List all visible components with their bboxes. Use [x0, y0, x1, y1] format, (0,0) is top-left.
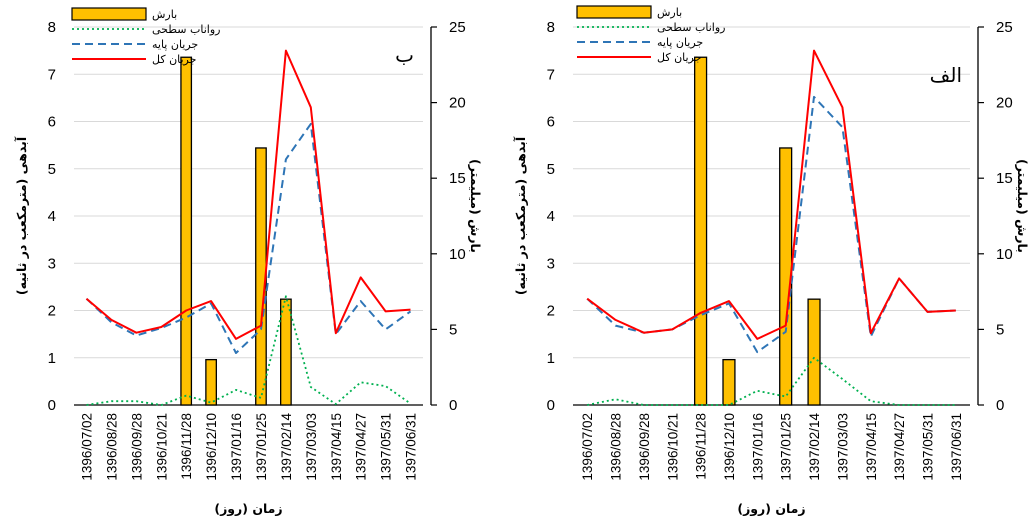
legend: بارش رواناب سطحی جریان پایه جریان کل: [576, 5, 725, 64]
series-line-total-flow: [85, 49, 411, 340]
x-tick-label: 1397/05/31: [379, 413, 394, 481]
x-tick-label: 1397/04/15: [864, 413, 879, 481]
x-tick-label: 1397/01/16: [750, 413, 765, 481]
y-left-tick-label: 4: [547, 208, 555, 225]
y-right-tick-label: 10: [449, 246, 466, 263]
y-left-tick-label: 1: [48, 350, 56, 367]
y-left-tick-label: 1: [547, 350, 555, 367]
x-tick-label: 1397/04/15: [329, 413, 344, 481]
x-tick-label: 1397/06/31: [404, 413, 419, 481]
y-left-tick-label: 5: [48, 161, 56, 178]
y-left-tick-label: 7: [48, 66, 56, 83]
x-tick-label: 1397/04/27: [354, 413, 369, 481]
x-tick-label: 1397/03/03: [304, 413, 319, 481]
x-tick-label: 1396/07/02: [79, 413, 94, 481]
x-tick-label: 1397/05/31: [920, 413, 935, 481]
y-right-tick-label: 0: [449, 397, 457, 414]
legend-entry-label: جریان کل: [657, 51, 701, 64]
legend-entry-label: بارش: [152, 8, 177, 21]
y-right-tick-label: 15: [449, 170, 466, 187]
y-left-tick-label: 2: [48, 303, 56, 320]
x-axis-label: زمان (روز): [214, 501, 282, 516]
x-tick-label: 1396/10/21: [665, 413, 680, 481]
legend-entry-label: جریان پایه: [152, 38, 198, 51]
y-right-tick-label: 20: [449, 95, 466, 112]
y-right-tick-label: 25: [449, 19, 466, 36]
legend-swatch-bar: [71, 7, 147, 21]
y-right-tick-label: 0: [996, 397, 1004, 414]
y-right-axis-label: بارش (میلیمتر): [468, 159, 483, 253]
x-tick-label: 1397/01/16: [229, 413, 244, 481]
x-tick-label: 1397/04/27: [892, 413, 907, 481]
panel-label: ب: [395, 43, 414, 67]
y-right-tick-label: 5: [996, 321, 1004, 338]
x-tick-label: 1396/12/10: [204, 413, 219, 481]
precip-bar: [205, 358, 217, 406]
y-right-tick-label: 15: [996, 170, 1013, 187]
precip-bar: [807, 298, 821, 406]
legend-entry-label: جریان کل: [152, 53, 196, 66]
y-right-tick-label: 5: [449, 321, 457, 338]
legend: بارش رواناب سطحی جریان پایه جریان کل: [71, 7, 220, 66]
legend-entry-label: رواناب سطحی: [152, 23, 220, 36]
series-line-total-flow: [586, 49, 956, 340]
y-right-tick-label: 25: [996, 19, 1013, 36]
y-left-tick-label: 6: [48, 114, 56, 131]
y-left-tick-label: 8: [547, 19, 555, 36]
chart-panel-b: 0 1 2 3 4 5 6 7 8 0 5 10 15 20 25 1396/07/02 1396/08/28 1…: [14, 7, 483, 516]
x-tick-label: 1396/10/21: [154, 413, 169, 481]
precip-bar: [694, 56, 708, 406]
y-left-tick-label: 8: [48, 19, 56, 36]
legend-entry-label: جریان پایه: [657, 36, 703, 49]
series-line-surface-runoff: [86, 295, 412, 406]
y-right-tick-label: 10: [996, 246, 1013, 263]
x-tick-label: 1396/09/28: [129, 413, 144, 481]
x-tick-label: 1397/02/14: [807, 413, 822, 481]
y-left-tick-label: 7: [547, 66, 555, 83]
y-left-axis-label: آبدهی (مترمکعب در ثانیه): [14, 136, 29, 295]
series-line-surface-runoff: [587, 356, 956, 406]
y-left-tick-label: 2: [547, 303, 555, 320]
precip-bar: [722, 358, 736, 406]
y-left-tick-label: 0: [48, 397, 56, 414]
x-tick-label: 1397/02/14: [279, 413, 294, 481]
panel-label: الف: [930, 63, 962, 87]
x-tick-label: 1396/07/02: [580, 413, 595, 481]
x-tick-label: 1396/08/28: [609, 413, 624, 481]
precip-bar: [180, 56, 193, 406]
x-tick-label: 1397/01/25: [254, 413, 269, 481]
y-left-tick-label: 6: [547, 114, 555, 131]
series-line-baseflow: [586, 95, 956, 354]
series-line-baseflow: [85, 122, 412, 354]
legend-entry-label: رواناب سطحی: [657, 21, 725, 34]
x-tick-label: 1396/09/28: [637, 413, 652, 481]
y-left-tick-label: 3: [547, 255, 555, 272]
legend-swatch-bar: [576, 5, 652, 19]
precip-bar: [280, 298, 292, 406]
y-left-tick-label: 0: [547, 397, 555, 414]
x-tick-label: 1396/11/28: [179, 413, 194, 480]
x-tick-label: 1396/08/28: [104, 413, 119, 481]
chart-panel-alef: 0 1 2 3 4 5 6 7 8 0 5 10 15 20 25 1396/07/02 1396/08/28 1…: [513, 5, 1030, 516]
x-tick-label: 1396/12/10: [722, 413, 737, 481]
y-left-axis-label: آبدهی (مترمکعب در ثانیه): [513, 136, 528, 295]
legend-entry-label: بارش: [657, 6, 682, 19]
y-left-tick-label: 4: [48, 208, 56, 225]
x-tick-label: 1397/01/25: [779, 413, 794, 481]
x-tick-label: 1396/11/28: [694, 413, 709, 480]
y-right-axis-label: بارش (میلیمتر): [1015, 159, 1030, 253]
x-tick-label: 1397/06/31: [949, 413, 964, 481]
y-left-tick-label: 3: [48, 255, 56, 272]
x-tick-label: 1397/03/03: [835, 413, 850, 481]
y-left-tick-label: 5: [547, 161, 555, 178]
y-right-tick-label: 20: [996, 95, 1013, 112]
x-axis-label: زمان (روز): [737, 501, 805, 516]
